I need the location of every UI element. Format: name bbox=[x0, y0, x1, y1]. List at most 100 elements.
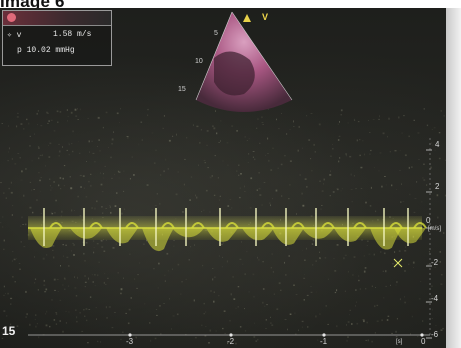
speckle bbox=[301, 326, 303, 329]
speckle bbox=[347, 270, 349, 273]
speckle bbox=[89, 151, 90, 153]
speckle bbox=[104, 272, 106, 275]
speckle bbox=[327, 278, 329, 280]
speckle bbox=[88, 277, 89, 280]
speckle bbox=[258, 187, 261, 190]
speckle bbox=[168, 139, 171, 142]
forward-flow bbox=[125, 222, 139, 229]
speckle bbox=[379, 152, 382, 154]
speckle bbox=[319, 257, 321, 259]
speckle bbox=[334, 270, 337, 272]
speckle bbox=[226, 142, 229, 144]
speckle bbox=[25, 290, 27, 293]
speckle bbox=[323, 183, 324, 185]
speckle bbox=[376, 304, 379, 307]
speckle bbox=[364, 153, 365, 156]
sector-depth-15: 15 bbox=[178, 86, 186, 93]
sector-image bbox=[195, 11, 293, 112]
speckle bbox=[86, 319, 88, 322]
speckle bbox=[442, 327, 444, 330]
speckle bbox=[357, 121, 360, 123]
speckle bbox=[213, 291, 215, 293]
speckle bbox=[74, 108, 77, 111]
speckle bbox=[34, 282, 36, 284]
speckle bbox=[213, 194, 216, 196]
speckle bbox=[77, 195, 79, 198]
speckle bbox=[343, 257, 345, 260]
x-tick-0: 0 bbox=[421, 337, 426, 346]
speckle bbox=[92, 281, 94, 283]
speckle bbox=[215, 330, 217, 332]
speckle bbox=[33, 189, 35, 190]
speckle bbox=[43, 284, 46, 286]
speckle bbox=[1, 337, 4, 339]
speckle bbox=[49, 178, 51, 180]
speckle bbox=[239, 326, 242, 328]
speckle bbox=[45, 313, 47, 315]
speckle bbox=[29, 135, 31, 137]
speckle bbox=[356, 139, 358, 142]
speckle bbox=[181, 281, 183, 283]
speckle bbox=[60, 178, 62, 180]
speckle bbox=[276, 308, 279, 310]
speckle bbox=[101, 240, 103, 242]
speckle bbox=[44, 291, 47, 293]
speckle bbox=[29, 206, 32, 209]
speckle bbox=[369, 132, 371, 133]
speckle bbox=[185, 278, 187, 280]
speckle bbox=[97, 340, 99, 343]
speckle bbox=[338, 160, 340, 163]
speckle bbox=[306, 115, 308, 117]
speckle bbox=[423, 163, 425, 165]
speckle bbox=[34, 256, 35, 258]
speckle bbox=[252, 156, 254, 158]
speckle bbox=[418, 298, 421, 300]
speckle bbox=[369, 205, 372, 207]
speckle bbox=[106, 317, 108, 319]
speckle bbox=[436, 229, 437, 231]
speckle bbox=[17, 153, 20, 154]
speckle bbox=[345, 209, 347, 211]
speckle bbox=[86, 161, 87, 162]
speckle bbox=[16, 325, 19, 327]
speckle bbox=[301, 192, 303, 195]
speckle bbox=[50, 189, 52, 191]
speckle bbox=[48, 145, 49, 146]
speckle bbox=[304, 274, 305, 276]
speckle bbox=[24, 223, 27, 226]
speckle bbox=[266, 304, 268, 306]
speckle bbox=[349, 314, 350, 316]
speckle bbox=[438, 157, 441, 160]
speckle bbox=[204, 335, 207, 337]
speckle bbox=[340, 109, 343, 112]
speckle bbox=[308, 139, 311, 141]
speckle bbox=[388, 117, 390, 120]
speckle bbox=[79, 108, 81, 111]
speckle bbox=[91, 140, 93, 142]
speckle bbox=[431, 129, 433, 130]
speckle bbox=[408, 135, 410, 138]
speckle bbox=[437, 216, 439, 219]
flow-envelope bbox=[370, 228, 402, 250]
speckle bbox=[270, 322, 272, 324]
speckle bbox=[237, 306, 239, 308]
speckle bbox=[378, 170, 380, 172]
speckle bbox=[374, 332, 376, 334]
speckle bbox=[46, 111, 48, 114]
speckle bbox=[167, 270, 169, 272]
speckle bbox=[68, 143, 70, 146]
speckle bbox=[157, 287, 159, 289]
speckle bbox=[107, 277, 109, 279]
speckle bbox=[147, 114, 149, 117]
speckle bbox=[337, 139, 340, 141]
speckle bbox=[301, 320, 304, 323]
speckle bbox=[53, 181, 55, 183]
speckle bbox=[226, 260, 228, 263]
speckle bbox=[368, 120, 369, 121]
record-dot-icon bbox=[7, 13, 16, 22]
speckle bbox=[91, 274, 93, 276]
speckle bbox=[310, 286, 312, 287]
speckle bbox=[176, 133, 177, 136]
speckle bbox=[365, 201, 367, 204]
speckle bbox=[346, 339, 348, 342]
